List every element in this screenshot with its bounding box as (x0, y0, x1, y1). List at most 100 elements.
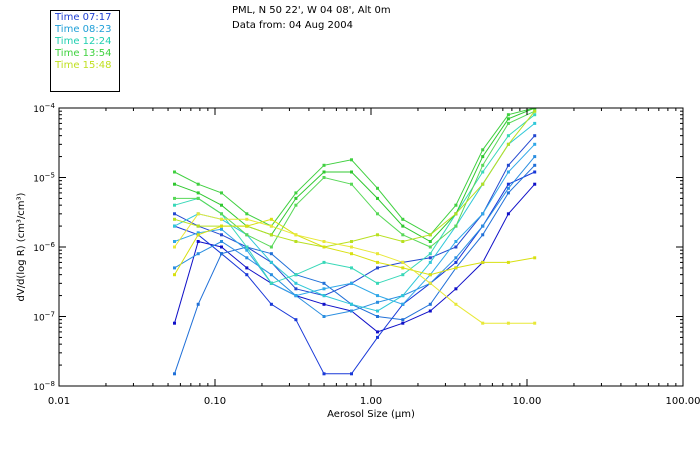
data-point-10-6 (322, 176, 326, 179)
data-point-12-11 (454, 266, 458, 270)
data-point-6-6 (322, 294, 326, 298)
series-line-6 (174, 123, 536, 312)
data-point-0-1 (196, 240, 200, 243)
data-point-10-10 (428, 245, 432, 249)
data-point-3-13 (506, 191, 510, 195)
data-point-13-2 (220, 217, 223, 221)
data-point-3-4 (269, 252, 273, 256)
data-point-7-3 (245, 245, 249, 249)
y-tick-label-1: 10−7 (33, 311, 55, 324)
data-point-6-5 (294, 281, 298, 285)
data-point-7-7 (350, 266, 353, 270)
data-point-6-10 (428, 260, 432, 264)
data-point-2-13 (506, 163, 510, 167)
data-point-6-0 (173, 224, 176, 228)
data-point-10-12 (481, 163, 485, 167)
data-point-12-1 (196, 233, 200, 237)
y-tick-exponent: −5 (45, 172, 55, 180)
data-point-7-0 (173, 203, 176, 207)
data-point-9-14 (533, 108, 537, 110)
y-tick-exponent: −8 (45, 380, 55, 388)
data-point-3-10 (428, 302, 432, 306)
data-point-7-13 (506, 134, 510, 138)
data-point-7-9 (401, 273, 405, 277)
data-point-2-11 (454, 245, 458, 249)
data-point-2-14 (533, 134, 537, 138)
data-point-4-7 (350, 309, 353, 313)
data-point-12-10 (428, 273, 432, 277)
y-tick-label-2: 10−6 (33, 241, 55, 254)
data-point-2-2 (220, 233, 223, 237)
data-point-13-12 (481, 321, 485, 325)
data-point-7-4 (269, 281, 273, 285)
data-point-4-13 (506, 186, 510, 190)
data-point-2-0 (173, 212, 176, 216)
data-point-4-2 (220, 240, 223, 243)
data-point-5-0 (173, 240, 176, 243)
y-tick-base: 10 (33, 244, 45, 254)
data-point-8-11 (454, 203, 458, 207)
data-point-10-7 (350, 182, 353, 186)
data-point-9-2 (220, 203, 223, 207)
data-point-4-8 (376, 300, 379, 304)
data-point-4-12 (481, 224, 485, 228)
data-point-8-0 (173, 170, 176, 174)
data-point-11-11 (454, 212, 458, 216)
data-point-5-13 (506, 170, 510, 174)
data-point-5-8 (376, 294, 379, 298)
data-point-13-5 (294, 233, 298, 237)
data-point-4-1 (196, 252, 200, 256)
x-axis-label: Aerosol Size (μm) (327, 409, 415, 420)
data-point-1-5 (294, 318, 298, 322)
data-point-6-4 (269, 260, 273, 264)
y-tick-base: 10 (33, 175, 45, 185)
data-point-0-3 (245, 266, 249, 270)
data-point-8-5 (294, 191, 298, 195)
y-tick-base: 10 (33, 383, 45, 393)
data-point-12-4 (269, 217, 273, 221)
data-point-7-12 (481, 170, 485, 174)
data-point-0-0 (173, 321, 176, 325)
data-point-5-9 (401, 302, 405, 306)
data-point-0-2 (220, 245, 223, 249)
data-point-6-8 (376, 309, 379, 313)
data-point-8-2 (220, 191, 223, 195)
data-point-9-0 (173, 182, 176, 186)
data-point-12-9 (401, 266, 405, 270)
data-point-13-13 (506, 321, 510, 325)
data-point-3-12 (481, 233, 485, 237)
data-point-9-1 (196, 191, 200, 195)
data-point-2-10 (428, 256, 432, 260)
data-point-6-9 (401, 294, 405, 298)
y-tick-label-3: 10−5 (33, 172, 55, 185)
data-point-10-0 (173, 196, 176, 200)
data-point-5-7 (350, 281, 353, 285)
data-point-13-8 (376, 252, 379, 256)
data-point-0-9 (401, 321, 405, 325)
data-point-11-5 (294, 240, 298, 243)
data-point-13-4 (269, 224, 273, 228)
data-point-11-12 (481, 182, 485, 186)
data-point-9-7 (350, 170, 353, 174)
axes-layer: 0.01 0.10 1.00 10.00 100.0010−810−710−610−51… (33, 102, 700, 407)
x-tick-label-4: 100.00 (666, 396, 700, 407)
data-point-10-2 (220, 212, 223, 216)
x-tick-label-3: 10.00 (513, 396, 542, 407)
legend-entry-1354: Time 13:54 (55, 48, 112, 59)
data-point-0-6 (322, 302, 326, 306)
data-point-12-0 (173, 273, 176, 277)
data-point-5-12 (481, 212, 485, 216)
y-axis-label: dV/d(log R) (cm³/cm³) (16, 192, 27, 301)
y-tick-label-4: 10−4 (33, 102, 55, 115)
data-point-0-8 (376, 330, 379, 334)
data-point-13-3 (245, 217, 249, 221)
data-point-0-11 (454, 287, 458, 291)
legend-entry-0717: Time 07:17 (55, 12, 112, 23)
data-point-13-11 (454, 302, 458, 306)
plot-frame (58, 107, 684, 387)
data-point-5-5 (294, 294, 298, 298)
data-point-8-6 (322, 163, 326, 167)
legend-entry-1224: Time 12:24 (55, 36, 112, 47)
data-point-9-8 (376, 196, 379, 200)
